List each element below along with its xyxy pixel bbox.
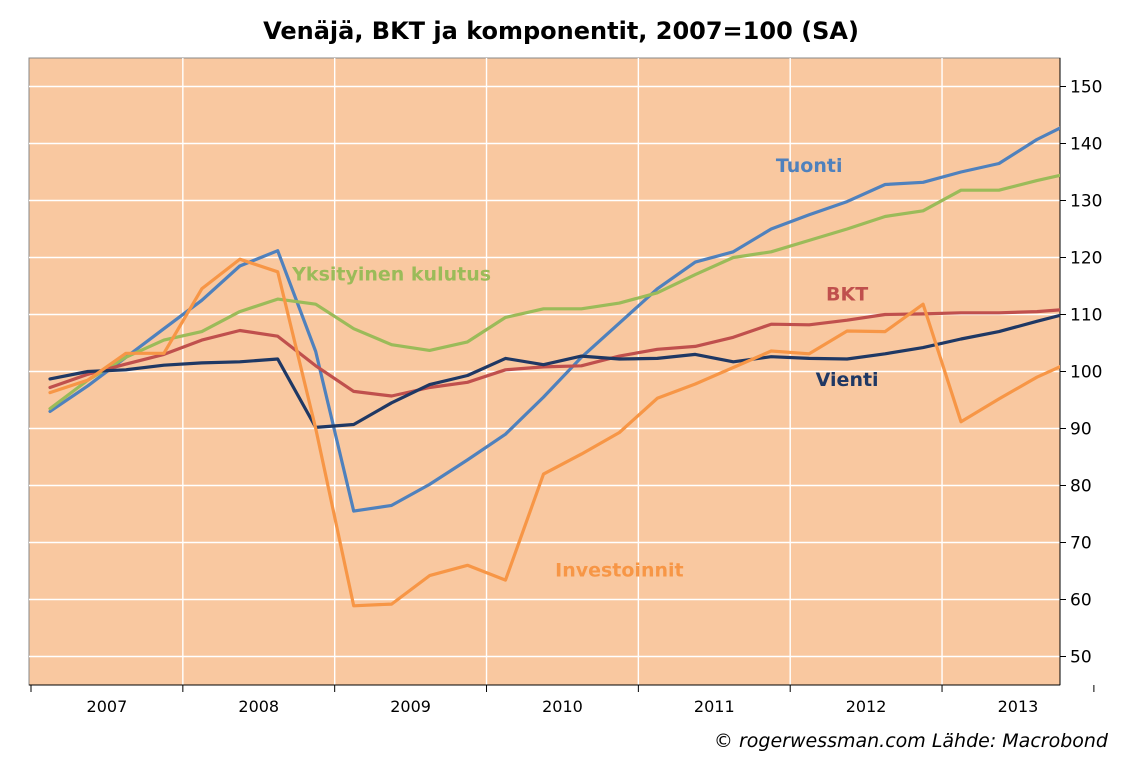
series-label-bkt: BKT (826, 283, 868, 305)
y-tick-label: 120 (1070, 249, 1102, 269)
y-tick-label: 100 (1070, 363, 1102, 383)
y-tick-label: 50 (1070, 648, 1092, 668)
series-label-vienti: Vienti (816, 369, 879, 391)
x-tick-label: 2008 (238, 697, 279, 716)
series-lines (48, 126, 1060, 608)
chart-title: Venäjä, BKT ja komponentit, 2007=100 (SA… (263, 17, 859, 45)
y-tick-label: 80 (1070, 477, 1092, 497)
x-tick-label: 2010 (542, 697, 583, 716)
x-tick-label: 2011 (694, 697, 735, 716)
series-label-yksityinen-kulutus: Yksityinen kulutus (291, 263, 491, 285)
series-line-tuonti (48, 126, 1060, 513)
series-line-yksityinen-kulutus (48, 173, 1060, 411)
y-tick-label: 150 (1070, 78, 1102, 98)
y-tick-label: 140 (1070, 135, 1102, 155)
series-line-vienti (48, 313, 1060, 429)
y-tick-label: 70 (1070, 534, 1092, 554)
axes: 50 60 70 80 90 100 110 120 130 140 150 2007 2008 2009… (29, 58, 1102, 716)
x-tick-label: 2007 (87, 697, 128, 716)
x-tick-label: 2009 (390, 697, 431, 716)
series-line-investoinnit (48, 257, 1060, 608)
series-labels: Tuonti Yksityinen kulutus BKT Vienti Investo… (291, 155, 878, 582)
series-label-tuonti: Tuonti (776, 155, 843, 177)
source-credit: © rogerwessman.com Lähde: Macrobond (714, 730, 1109, 752)
x-tick-label: 2013 (998, 697, 1039, 716)
series-label-investoinnit: Investoinnit (555, 560, 683, 582)
y-tick-label: 90 (1070, 420, 1092, 440)
x-tick-label: 2012 (846, 697, 887, 716)
y-tick-label: 130 (1070, 192, 1102, 212)
y-tick-label: 60 (1070, 591, 1092, 611)
series-line-bkt (48, 308, 1060, 398)
y-tick-label: 110 (1070, 306, 1102, 326)
